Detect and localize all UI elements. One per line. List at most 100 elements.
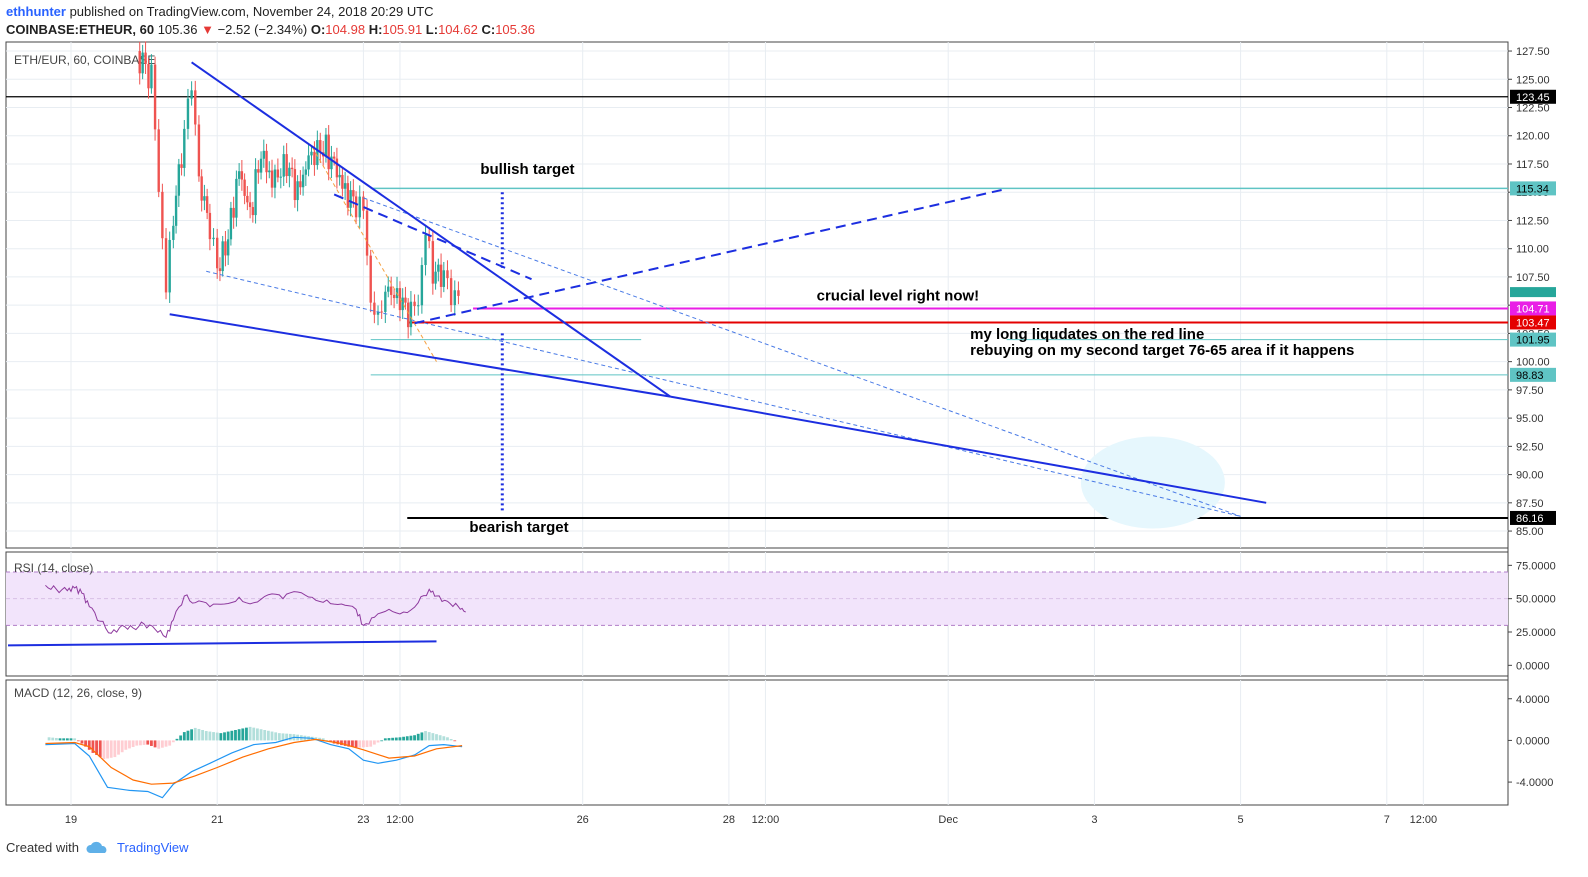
macd-hist-bar — [87, 740, 91, 750]
macd-hist-bar — [329, 740, 332, 742]
candle-body — [168, 239, 171, 293]
candle-body — [401, 297, 404, 311]
macd-hist-bar — [215, 732, 219, 741]
macd-hist-bar — [109, 740, 113, 758]
candle-body — [389, 286, 393, 295]
macd-hist-bar — [318, 737, 321, 741]
rsi-y-tick-label: 50.0000 — [1516, 594, 1556, 606]
macd-hist-bar — [160, 740, 164, 748]
macd-hist-bar — [117, 740, 120, 755]
rsi-y-tick-label: 0.0000 — [1516, 660, 1550, 672]
candle-body — [161, 191, 164, 239]
macd-hist-bar — [256, 728, 259, 741]
candle-body — [190, 90, 193, 99]
price-tag — [1510, 332, 1556, 347]
x-tick-label: 3 — [1091, 814, 1097, 826]
macd-hist-bar — [420, 732, 424, 741]
y-tick-label: 110.00 — [1516, 244, 1549, 256]
dashed-pattern-top — [333, 193, 532, 281]
dashed-breakout-line — [414, 187, 1007, 325]
candle-body — [183, 128, 186, 168]
footer: Created with TradingView — [6, 840, 189, 855]
macd-hist-bar — [431, 733, 435, 741]
dashed-orange-trend — [311, 146, 437, 362]
candle-body — [420, 265, 424, 306]
y-tick-label: 107.50 — [1516, 272, 1550, 284]
candle-body — [226, 239, 230, 256]
macd-hist-bar — [95, 740, 98, 755]
candle-body — [138, 51, 141, 74]
candle-body — [254, 169, 257, 216]
y-tick-label: 120.00 — [1516, 131, 1550, 143]
y-tick-label: 117.50 — [1516, 159, 1549, 171]
macd-hist-bar — [171, 740, 175, 743]
annotation-crucial-level: crucial level right now! — [817, 288, 980, 305]
macd-hist-bar — [106, 740, 109, 759]
macd-hist-bar — [372, 740, 376, 745]
macd-hist-bar — [157, 740, 161, 749]
macd-hist-bar — [153, 740, 157, 748]
candle-body — [319, 140, 322, 153]
candles-group — [138, 41, 460, 339]
candle-body — [150, 64, 153, 89]
macd-hist-bar — [413, 735, 416, 741]
macd-hist-bar — [277, 733, 281, 741]
macd-hist-bar — [325, 740, 329, 741]
candle-body — [290, 167, 294, 170]
publish-text: published on TradingView.com, November 2… — [69, 4, 434, 19]
candle-body — [358, 196, 361, 218]
macd-hist-bar — [179, 735, 183, 741]
macd-hist-bar — [204, 731, 208, 741]
tradingview-cloud-icon — [86, 841, 107, 853]
candle-body — [157, 129, 160, 192]
candle-body — [216, 237, 219, 269]
macd-hist-bar — [383, 738, 387, 741]
candle-body — [218, 268, 222, 272]
candle-body — [316, 140, 319, 166]
macd-hist-bar — [84, 740, 88, 747]
tradingview-link[interactable]: TradingView — [116, 840, 189, 855]
candle-body — [439, 264, 443, 287]
candle-body — [203, 196, 206, 201]
macd-hist-bar — [120, 740, 124, 753]
candle-body — [304, 169, 308, 175]
macd-hist-bar — [80, 740, 84, 744]
candle-body — [240, 171, 244, 180]
candle-body — [424, 234, 427, 266]
macd-hist-bar — [182, 732, 186, 741]
candle-body — [376, 311, 380, 315]
macd-hist-bar — [387, 738, 391, 741]
macd-hist-bar — [343, 740, 347, 746]
candle-body — [232, 207, 235, 218]
candle-body — [200, 176, 203, 201]
candle-body — [293, 169, 297, 201]
y-tick-label: 85.00 — [1516, 526, 1544, 538]
y-tick-label: 100.00 — [1516, 357, 1550, 369]
y-tick-label: 95.00 — [1516, 413, 1544, 425]
x-tick-label: 26 — [577, 814, 589, 826]
candle-body — [257, 169, 260, 173]
macd-hist-bar — [424, 731, 427, 741]
macd-hist-bar — [252, 727, 256, 741]
x-tick-label: 5 — [1238, 814, 1244, 826]
price-change: −2.52 (−2.34%) — [217, 22, 308, 37]
price-tag — [1510, 367, 1556, 382]
macd-hist-bar — [212, 732, 215, 741]
wedge-extension-trendline — [670, 395, 1267, 504]
candle-body — [246, 195, 249, 203]
macd-hist-bar — [102, 740, 106, 760]
candle-body — [248, 202, 252, 208]
candle-body — [251, 207, 255, 216]
candle-body — [279, 176, 282, 178]
macd-hist-bar — [245, 727, 248, 741]
candle-body — [434, 271, 437, 284]
main-pane-title: ETH/EUR, 60, COINBASE — [14, 53, 155, 67]
author-link[interactable]: ethhunter — [6, 4, 66, 19]
high-label: H: — [368, 22, 383, 37]
candle-body — [282, 154, 285, 177]
candle-body — [141, 52, 144, 74]
macd-hist-bar — [128, 740, 131, 749]
candle-body — [208, 212, 212, 240]
candle-body — [276, 169, 280, 178]
